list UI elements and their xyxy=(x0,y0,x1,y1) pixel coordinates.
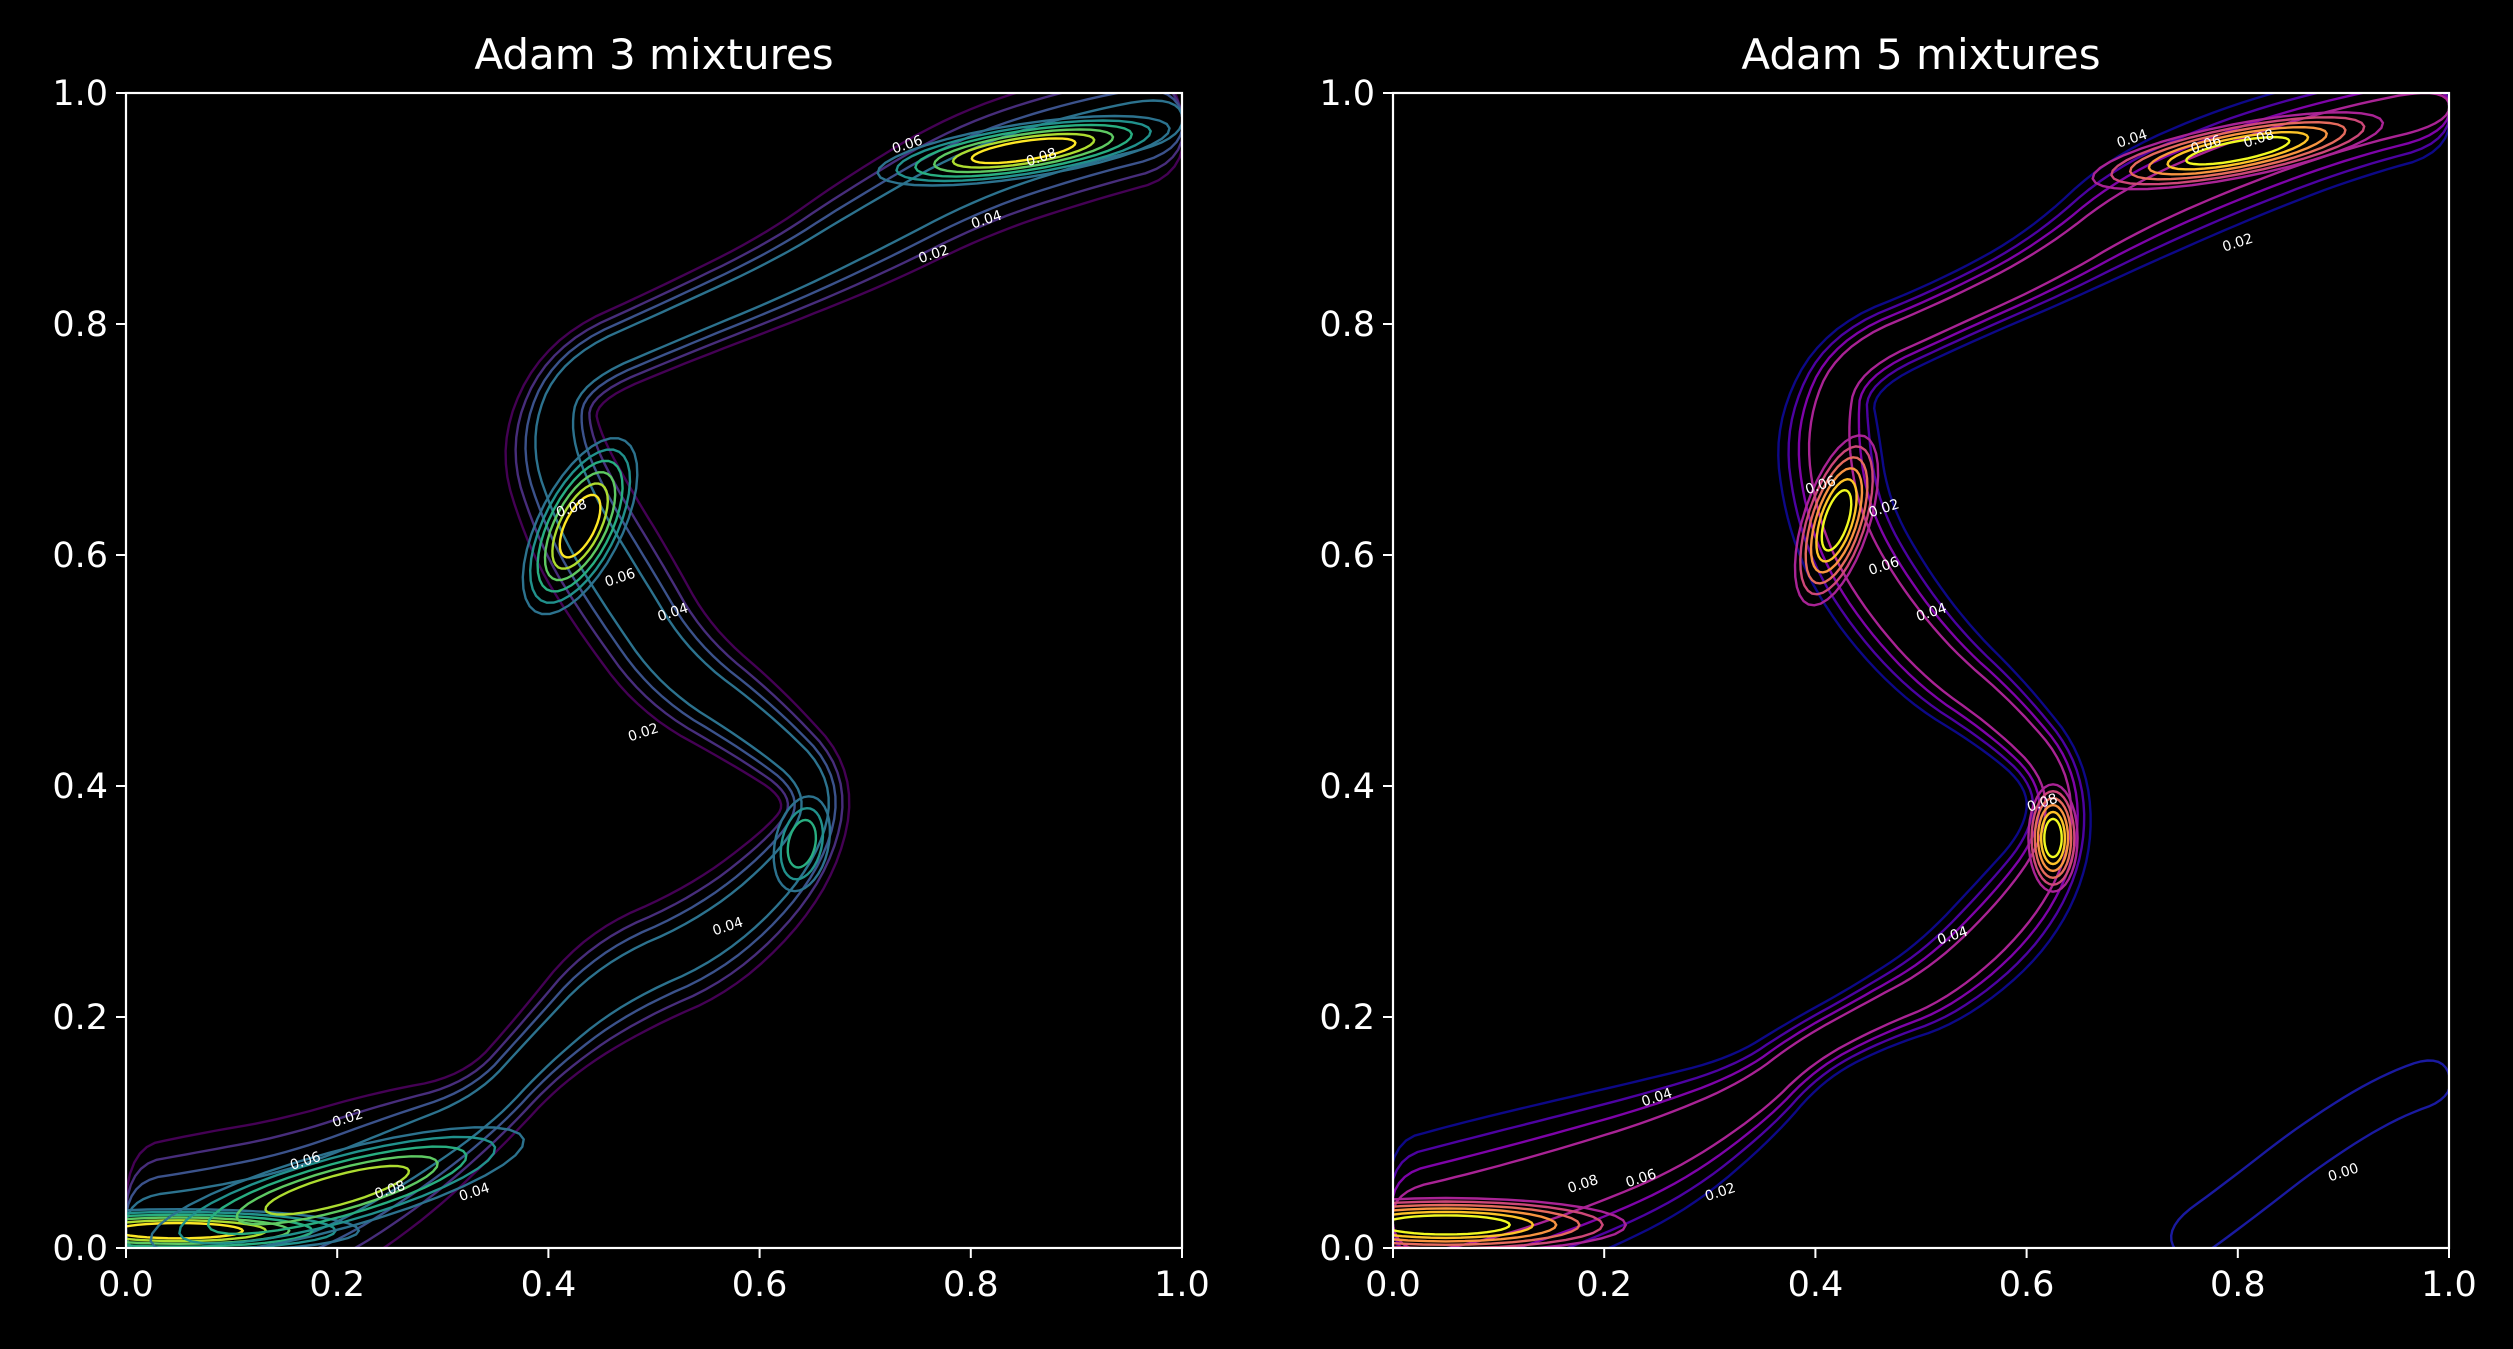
y-tick-label: 0.2 xyxy=(52,998,108,1038)
contour-line xyxy=(149,1126,525,1248)
contour-line xyxy=(1820,488,1853,552)
contour-line xyxy=(2169,1059,2449,1248)
contour-line xyxy=(235,1155,439,1226)
contour-line xyxy=(1393,1200,1604,1248)
x-tick-label: 0.8 xyxy=(2210,1265,2266,1305)
contour-line xyxy=(1793,434,1880,607)
chart-title: Adam 3 mixtures xyxy=(474,30,833,79)
x-tick-label: 0.0 xyxy=(1365,1265,1421,1305)
contour-line xyxy=(543,471,617,582)
x-tick-label: 0.4 xyxy=(521,1265,577,1305)
contour-line xyxy=(1809,467,1864,574)
contour-line xyxy=(2036,803,2070,873)
contour-line xyxy=(932,128,1115,174)
axes-frame xyxy=(1391,91,2451,1250)
contour-line xyxy=(178,1135,497,1245)
contour-line xyxy=(1815,477,1858,563)
y-tick-label: 0.0 xyxy=(52,1229,108,1269)
x-tick-label: 0.4 xyxy=(1788,1265,1844,1305)
contour-line xyxy=(528,448,632,604)
contour-line xyxy=(126,1219,268,1243)
contour-line xyxy=(2043,817,2063,859)
contour-line xyxy=(2091,111,2385,191)
x-tick-label: 0.8 xyxy=(943,1265,999,1305)
x-tick-label: 0.6 xyxy=(732,1265,788,1305)
contour-line xyxy=(2147,125,2329,176)
contour-line xyxy=(1393,93,2449,1248)
contour-line xyxy=(2184,135,2291,166)
contour-line xyxy=(970,137,1077,165)
contour-line xyxy=(895,119,1153,183)
x-tick-label: 0.2 xyxy=(309,1265,365,1305)
contour-line xyxy=(2039,810,2067,866)
contour-line xyxy=(1393,93,2449,1248)
contour-line xyxy=(2128,120,2347,181)
contour-line xyxy=(206,1145,468,1236)
contour-line xyxy=(126,1221,245,1240)
contour-line xyxy=(772,795,832,893)
y-tick-label: 0.4 xyxy=(52,767,108,807)
x-tick-label: 0.2 xyxy=(1576,1265,1632,1305)
contour-line xyxy=(786,818,818,869)
y-tick-label: 1.0 xyxy=(52,74,108,114)
panel-adam-3-mixtures: 0.020.060.08 0.040.060.080.040.020.080.06… xyxy=(52,30,1210,1305)
axes-frame xyxy=(124,91,1184,1250)
contour-line xyxy=(1393,1203,1581,1247)
contour-line xyxy=(2027,783,2079,893)
contour-line xyxy=(264,1164,411,1216)
contour-line xyxy=(126,93,1182,1248)
contour-line xyxy=(551,482,610,570)
chart-title: Adam 5 mixtures xyxy=(1741,30,2100,79)
contour-line xyxy=(126,93,1182,1248)
y-tick-label: 0.4 xyxy=(1319,767,1375,807)
x-tick-label: 1.0 xyxy=(1154,1265,1210,1305)
y-tick-label: 1.0 xyxy=(1319,74,1375,114)
contour-line xyxy=(536,459,624,593)
contour-line xyxy=(521,437,639,616)
contour-line xyxy=(126,1213,314,1248)
contour-line xyxy=(1804,456,1869,585)
contour-line xyxy=(1393,1196,1628,1248)
contour-line xyxy=(1393,1214,1512,1236)
contour-line xyxy=(1393,1207,1558,1243)
x-tick-label: 0.6 xyxy=(1999,1265,2055,1305)
y-tick-label: 0.2 xyxy=(1319,998,1375,1038)
contour-line xyxy=(951,132,1096,169)
contour-line xyxy=(2110,116,2366,186)
contour-line xyxy=(2030,789,2076,887)
contour-line xyxy=(914,123,1134,178)
contour-line xyxy=(2033,796,2073,880)
x-tick-label: 0.0 xyxy=(98,1265,154,1305)
contour-line xyxy=(558,493,602,559)
contour-line xyxy=(779,806,825,881)
contour-line xyxy=(876,114,1171,187)
y-tick-label: 0.8 xyxy=(1319,305,1375,345)
contour-line xyxy=(1393,93,2449,1248)
y-tick-label: 0.6 xyxy=(52,536,108,576)
contour-line xyxy=(1393,1210,1535,1240)
contour-line xyxy=(126,93,1182,1248)
y-tick-label: 0.0 xyxy=(1319,1229,1375,1269)
y-tick-label: 0.8 xyxy=(52,305,108,345)
contour-lines: 0.020.060.08 0.040.060.080.040.020.080.06… xyxy=(126,93,1182,1248)
contour-line xyxy=(1799,445,1874,596)
y-tick-label: 0.6 xyxy=(1319,536,1375,576)
x-tick-label: 1.0 xyxy=(2421,1265,2477,1305)
contour-line xyxy=(2166,131,2310,171)
contour-line xyxy=(1393,93,2449,1248)
